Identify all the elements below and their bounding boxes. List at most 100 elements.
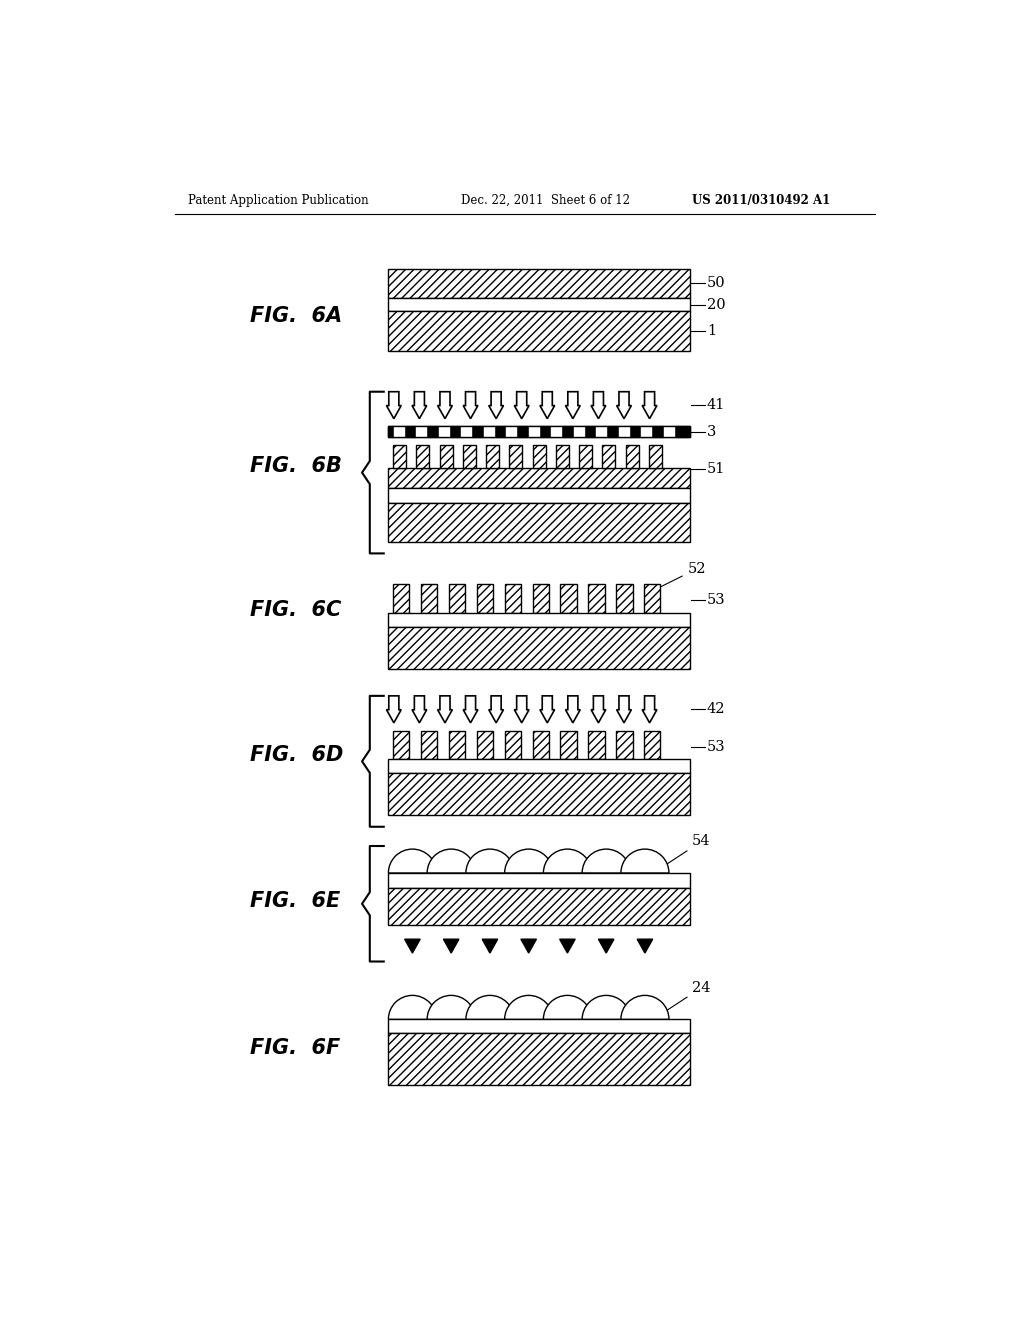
Text: 41: 41 [707,397,725,412]
Text: 50: 50 [707,276,726,290]
Bar [421,730,437,759]
Bar [388,774,690,816]
Polygon shape [404,940,420,953]
Bar [449,730,465,759]
Text: 3: 3 [707,425,717,438]
Bar [439,445,453,469]
Bar [532,445,546,469]
Bar [486,445,500,469]
FancyArrow shape [412,392,427,418]
Polygon shape [598,940,614,953]
Bar [417,425,426,437]
Bar [483,425,494,437]
Bar [505,585,521,612]
FancyArrow shape [591,392,606,418]
Text: FIG.  6A: FIG. 6A [251,306,343,326]
FancyArrow shape [437,392,453,418]
Text: 24: 24 [668,981,711,1010]
Bar [388,298,690,312]
Bar [477,585,493,612]
Bar [602,445,615,469]
FancyArrow shape [591,696,606,723]
Wedge shape [427,849,475,873]
Wedge shape [427,995,475,1019]
Bar [560,585,577,612]
Bar [626,445,639,469]
Text: 1: 1 [707,323,716,338]
Bar [532,585,549,612]
Wedge shape [544,849,592,873]
FancyArrow shape [616,696,632,723]
Bar [388,627,690,669]
Text: FIG.  6F: FIG. 6F [251,1038,341,1057]
FancyArrow shape [386,392,401,418]
Wedge shape [583,849,630,873]
Wedge shape [505,849,553,873]
Bar [388,873,690,888]
Bar [616,730,633,759]
FancyArrow shape [488,696,504,723]
FancyArrow shape [540,696,555,723]
Bar [573,425,584,437]
Bar [551,425,561,437]
Bar [388,1034,690,1085]
Wedge shape [505,995,553,1019]
Bar [532,730,549,759]
Bar [388,888,690,925]
FancyArrow shape [540,392,555,418]
FancyArrow shape [514,392,529,418]
Bar [388,425,690,437]
Text: 53: 53 [707,739,726,754]
Polygon shape [637,940,652,953]
Text: FIG.  6B: FIG. 6B [251,457,342,477]
Bar [394,425,403,437]
Polygon shape [521,940,537,953]
Bar [393,730,410,759]
Wedge shape [583,995,630,1019]
Bar [388,503,690,543]
Wedge shape [621,995,669,1019]
Bar [528,425,539,437]
FancyArrow shape [463,392,478,418]
Polygon shape [443,940,459,953]
Text: US 2011/0310492 A1: US 2011/0310492 A1 [692,194,830,207]
FancyArrow shape [488,392,504,418]
Bar [388,1019,690,1034]
Bar [393,585,410,612]
Bar [388,759,690,774]
Bar [579,445,592,469]
Polygon shape [560,940,575,953]
Bar [641,425,651,437]
Bar [506,425,516,437]
Bar [644,730,660,759]
Text: 52: 52 [660,562,707,587]
Wedge shape [621,849,669,873]
Bar [388,425,690,437]
Bar [589,730,604,759]
Text: FIG.  6D: FIG. 6D [251,746,344,766]
Text: 20: 20 [707,298,726,312]
Bar [417,445,429,469]
FancyArrow shape [616,392,632,418]
Text: 42: 42 [707,702,725,715]
Wedge shape [466,995,514,1019]
FancyArrow shape [565,696,581,723]
Text: 51: 51 [707,462,725,475]
Bar [421,585,437,612]
Bar [461,425,471,437]
Bar [388,268,690,298]
FancyArrow shape [463,696,478,723]
Bar [388,469,690,488]
Bar [589,585,604,612]
Wedge shape [544,995,592,1019]
Bar [556,445,569,469]
Bar [649,445,662,469]
Bar [505,730,521,759]
FancyArrow shape [412,696,427,723]
FancyArrow shape [514,696,529,723]
Bar [664,425,674,437]
Bar [509,445,522,469]
Text: FIG.  6E: FIG. 6E [251,891,341,911]
Bar [388,488,690,503]
Text: 54: 54 [668,834,711,863]
